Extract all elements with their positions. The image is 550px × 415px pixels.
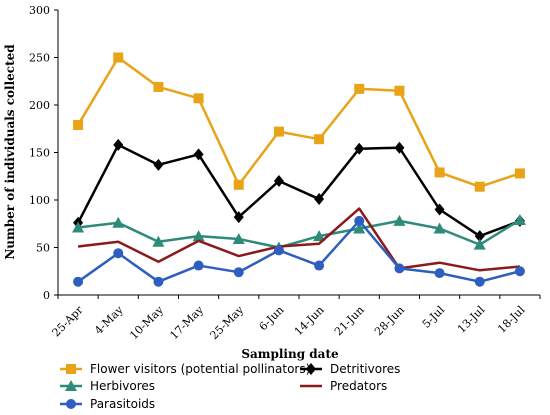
data-point (273, 245, 284, 256)
data-point (193, 260, 204, 271)
y-tick-label: 200 (29, 99, 50, 112)
data-point (152, 235, 165, 247)
data-point (273, 126, 284, 137)
series-3 (77, 207, 521, 272)
x-axis-title: Sampling date (241, 347, 339, 361)
data-point (434, 268, 445, 279)
legend-label: Parasitoids (90, 397, 155, 411)
legend-label: Detritivores (330, 362, 400, 376)
data-point (474, 181, 485, 192)
legend-marker (65, 380, 77, 391)
legend-item: Detritivores (300, 362, 400, 376)
legend-marker (66, 364, 76, 374)
data-point (313, 230, 326, 242)
series-1 (73, 138, 525, 243)
series-line (77, 207, 521, 272)
series-line (76, 143, 521, 238)
y-axis: 0 50 100 150 200 250 300 (29, 4, 59, 302)
y-axis-title: Number of individuals collected (3, 44, 17, 260)
data-point (232, 232, 245, 244)
x-tick-label: 14-Jun (292, 303, 327, 338)
y-tick-label: 250 (29, 52, 50, 65)
series-line (77, 218, 521, 249)
data-point (354, 215, 365, 226)
data-point (112, 216, 125, 228)
data-point (354, 83, 365, 94)
x-tick-label: 28-Jun (372, 303, 407, 338)
series-line (77, 56, 521, 188)
data-point (314, 260, 325, 271)
y-tick-label: 50 (36, 242, 50, 255)
data-point (394, 85, 405, 96)
data-point (233, 267, 244, 278)
data-point (153, 81, 164, 92)
data-point (233, 211, 244, 224)
series-0 (73, 52, 525, 192)
series-4 (73, 215, 525, 287)
x-tick-label: 17-May (167, 303, 206, 342)
x-tick-label: 18-Jul (495, 303, 528, 336)
x-tick-label: 6-Jun (257, 303, 287, 333)
data-point (73, 276, 84, 287)
x-tick-label: 25-Apr (50, 303, 87, 340)
data-point (193, 148, 204, 161)
data-point (513, 213, 526, 225)
data-point (113, 138, 124, 151)
data-point (434, 167, 445, 178)
y-tick-label: 100 (29, 194, 50, 207)
legend-item: Herbivores (60, 379, 155, 393)
data-point (394, 263, 405, 274)
x-tick-label: 5-Jul (420, 303, 448, 331)
data-point (73, 119, 84, 130)
series-2 (72, 213, 526, 253)
y-tick-label: 150 (29, 147, 50, 160)
data-point (153, 158, 164, 171)
data-point (113, 248, 124, 259)
data-point (354, 142, 365, 155)
legend-item: Flower visitors (potential pollinators) (60, 362, 310, 376)
data-point (113, 52, 124, 63)
legend: Flower visitors (potential pollinators) D… (60, 362, 400, 411)
legend-label: Herbivores (90, 379, 155, 393)
data-point (353, 222, 366, 234)
legend-marker (66, 399, 76, 409)
x-tick-label: 4-May (92, 303, 126, 337)
data-point (473, 238, 486, 250)
data-point (433, 222, 446, 234)
data-point (394, 141, 405, 154)
data-point (434, 203, 445, 216)
data-point (153, 276, 164, 287)
y-tick-label: 300 (29, 4, 50, 17)
series-layer (72, 52, 526, 287)
data-point (192, 230, 205, 242)
data-point (233, 179, 244, 190)
data-point (314, 193, 325, 206)
data-point (514, 168, 525, 179)
x-tick-label: 21-Jun (332, 303, 367, 338)
legend-marker (306, 363, 316, 375)
legend-item: Predators (300, 379, 387, 393)
data-point (474, 276, 485, 287)
data-point (273, 175, 284, 187)
legend-label: Predators (330, 379, 387, 393)
legend-label: Flower visitors (potential pollinators) (90, 362, 310, 376)
y-tick-label: 0 (43, 289, 50, 302)
data-point (474, 230, 485, 243)
x-tick-label: 25-May (208, 303, 247, 342)
x-tick-label: 13-Jul (455, 303, 488, 336)
data-point (72, 221, 85, 233)
data-point (193, 93, 204, 104)
x-axis: 25-Apr 4-May 10-May 17-May 25-May 6-Jun 14-Jun… (50, 294, 541, 342)
series-line (77, 219, 521, 283)
legend-item: Parasitoids (60, 397, 155, 411)
data-point (514, 266, 525, 277)
data-point (393, 214, 406, 226)
x-tick-label: 10-May (127, 303, 166, 342)
data-point (314, 134, 325, 145)
